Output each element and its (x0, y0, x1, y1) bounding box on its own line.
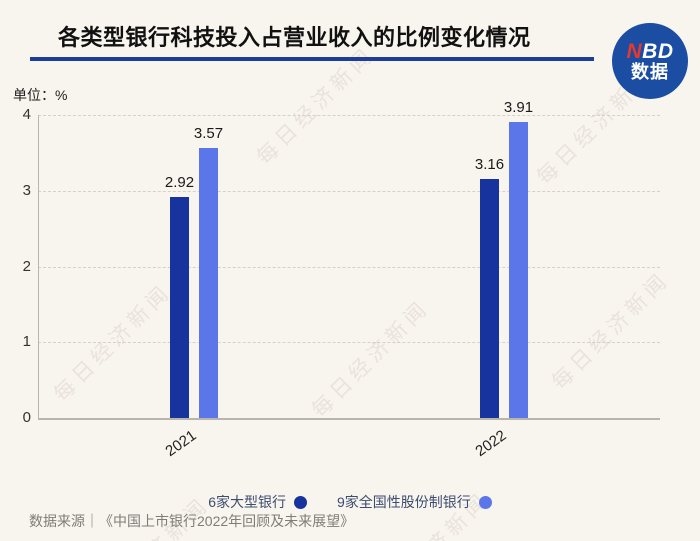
bar-value-label: 3.57 (193, 124, 224, 142)
title-underline (30, 57, 594, 61)
nbd-logo-bd: BD (642, 39, 674, 63)
legend-label: 6家大型银行 (208, 494, 286, 510)
page-title: 各类型银行科技投入占营业收入的比例变化情况 (58, 25, 531, 50)
nbd-logo-cn: 数据 (631, 61, 669, 82)
bar-value-label: 3.16 (474, 155, 505, 173)
legend-item-0: 6家大型银行 (208, 492, 307, 512)
x-axis-line (38, 418, 660, 420)
gridline (38, 115, 660, 116)
gridline (38, 342, 660, 344)
unit-label: 单位：% (13, 87, 68, 103)
bar-2021-series-1 (199, 147, 218, 418)
x-axis-tick-label: 2021 (162, 426, 200, 461)
y-axis-tick-label: 3 (22, 181, 31, 199)
gridline (38, 190, 660, 192)
bar-2022-series-0 (480, 178, 499, 418)
legend-dot-icon (294, 495, 307, 509)
y-axis-line (38, 115, 39, 418)
legend: 6家大型银行 9家全国性股份制银行 (0, 491, 700, 513)
legend-dot-icon (478, 495, 492, 509)
x-axis-tick-label: 2022 (472, 426, 510, 461)
data-source: 数据来源｜《中国上市银行2022年回顾及未来展望》 (29, 513, 355, 529)
y-axis-tick-label: 2 (22, 257, 31, 275)
y-axis-tick-label: 4 (22, 106, 31, 123)
bar-2021-series-0 (170, 196, 189, 418)
bar-value-label: 2.92 (164, 173, 195, 191)
nbd-logo-text: NBD (626, 39, 674, 63)
y-axis-tick-label: 1 (22, 333, 31, 351)
legend-item-1: 9家全国性股份制银行 (337, 492, 492, 512)
nbd-logo-n: N (626, 39, 643, 63)
bar-2022-series-1 (509, 121, 528, 418)
gridline (38, 266, 660, 268)
legend-label: 9家全国性股份制银行 (337, 494, 471, 510)
y-axis-tick-label: 0 (22, 409, 31, 426)
bar-value-label: 3.91 (503, 98, 534, 116)
nbd-logo: NBD 数据 (612, 23, 688, 99)
